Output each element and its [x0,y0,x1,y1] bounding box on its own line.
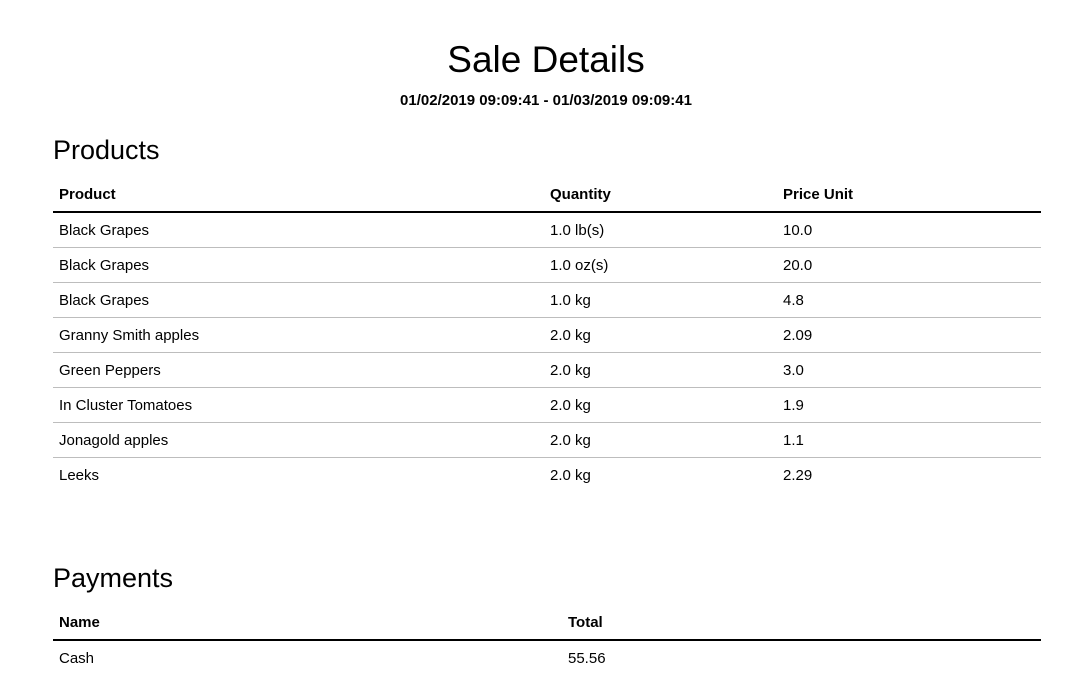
product-name-cell: Leeks [59,466,100,484]
products-header-row: Product Quantity Price Unit [53,177,1041,213]
table-row: Black Grapes 1.0 lb(s) 10.0 [53,212,1041,248]
product-name-cell: In Cluster Tomatoes [53,387,544,423]
quantity-cell: 2.0 kg [544,422,777,458]
table-row: Black Grapes 1.0 oz(s) 20.0 [53,247,1041,283]
payments-table: Name Total Cash 55.56 [53,605,1041,675]
column-header-price-unit: Price Unit [777,177,1041,213]
column-header-quantity: Quantity [544,177,777,213]
quantity-cell: 2.0 kg [544,317,777,353]
price-unit-cell: 10.0 [777,212,1041,248]
quantity-cell: 1.0 oz(s) [544,247,777,283]
quantity-cell: 2.0 kg [550,466,591,484]
column-header-name: Name [53,605,562,641]
price-unit-cell: 20.0 [777,247,1041,283]
payment-name-cell: Cash [59,649,95,667]
product-name-cell: Granny Smith apples [53,317,544,353]
quantity-cell: 1.0 kg [544,282,777,318]
price-unit-cell: 4.8 [777,282,1041,318]
product-name-cell: Black Grapes [53,247,544,283]
price-unit-cell: 3.0 [777,352,1041,388]
table-row: Leeks 2.0 kg 2.29 [53,458,1041,493]
payment-total-cell: 55.56 [568,649,606,667]
product-name-cell: Black Grapes [53,282,544,318]
price-unit-cell: 2.09 [777,317,1041,353]
payments-heading: Payments [53,563,174,593]
product-name-cell: Black Grapes [53,212,544,248]
product-name-cell: Jonagold apples [53,422,544,458]
price-unit-cell: 1.9 [777,387,1041,423]
quantity-cell: 1.0 lb(s) [544,212,777,248]
quantity-cell: 2.0 kg [544,387,777,423]
price-unit-cell: 1.1 [777,422,1041,458]
table-row: Jonagold apples 2.0 kg 1.1 [53,422,1041,458]
product-name-cell: Green Peppers [53,352,544,388]
table-row: Cash 55.56 [53,640,1041,675]
table-row: In Cluster Tomatoes 2.0 kg 1.9 [53,387,1041,423]
report-title: Sale Details [447,39,645,80]
quantity-cell: 2.0 kg [544,352,777,388]
column-header-product: Product [53,177,544,213]
table-row: Green Peppers 2.0 kg 3.0 [53,352,1041,388]
report-date-range: 01/02/2019 09:09:41 - 01/03/2019 09:09:4… [400,92,692,109]
table-row: Black Grapes 1.0 kg 4.8 [53,282,1041,318]
products-table: Product Quantity Price Unit Black Grapes… [53,177,1041,492]
table-row: Granny Smith apples 2.0 kg 2.09 [53,317,1041,353]
products-heading: Products [53,135,160,165]
price-unit-cell: 2.29 [783,466,813,484]
column-header-total: Total [562,605,1041,641]
payments-header-row: Name Total [53,605,1041,641]
